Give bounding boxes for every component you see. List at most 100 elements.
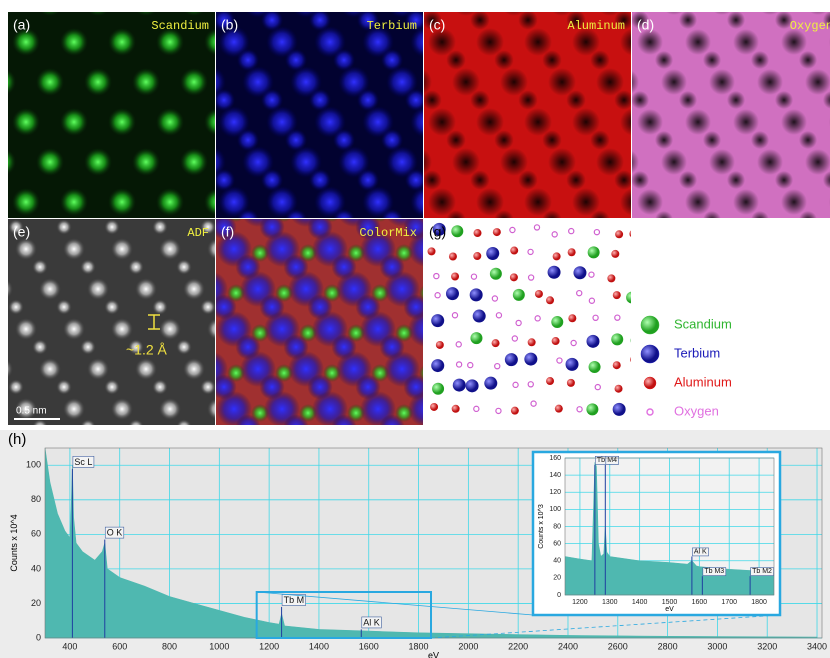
x-tick-label: 1300: [602, 599, 618, 606]
atom: [632, 314, 637, 319]
atom: [548, 266, 561, 279]
blob: [751, 51, 769, 69]
blob: [703, 211, 721, 229]
peak-label: Al K: [363, 617, 380, 627]
blob: [446, 50, 466, 70]
y-tick-label: 100: [26, 460, 41, 470]
blob: [727, 171, 745, 189]
y-tick-label: 60: [553, 540, 561, 547]
atom: [528, 338, 536, 346]
blob: [614, 90, 634, 110]
x-tick-label: 2000: [458, 641, 478, 651]
atom: [551, 316, 563, 328]
blob: [631, 171, 649, 189]
atom: [446, 287, 459, 300]
atom: [566, 358, 579, 371]
blob: [176, 339, 191, 354]
blob: [8, 299, 23, 314]
blob: [757, 149, 783, 175]
panel-label: (g): [429, 224, 446, 240]
y-tick-label: 60: [31, 529, 41, 539]
peak-label: Al K: [694, 548, 707, 555]
blob: [422, 90, 442, 110]
blob: [637, 109, 663, 135]
atom: [613, 361, 621, 369]
blob: [32, 339, 47, 354]
blob: [132, 68, 160, 96]
y-axis-label: Counts x 10^3: [538, 504, 545, 549]
blob: [775, 251, 793, 269]
blob: [685, 29, 711, 55]
y-tick-label: 80: [553, 523, 561, 530]
blob: [823, 251, 830, 269]
legend-marker: [641, 345, 659, 363]
atom: [470, 332, 482, 344]
blob: [644, 228, 672, 256]
atom: [607, 274, 615, 282]
blob: [679, 11, 697, 29]
blob: [542, 50, 562, 70]
blob: [733, 109, 759, 135]
blob: [799, 51, 817, 69]
blob: [662, 250, 682, 270]
blob: [84, 68, 112, 96]
chart-label: (h): [8, 431, 26, 448]
atom: [588, 246, 600, 258]
atom: [511, 407, 519, 415]
x-tick-label: 1500: [662, 599, 678, 606]
atom: [486, 247, 499, 260]
blob: [200, 299, 215, 314]
y-tick-label: 100: [549, 506, 561, 513]
x-axis-label: eV: [665, 606, 674, 613]
atom: [568, 248, 576, 256]
atom: [430, 403, 438, 411]
panel-title: Terbium: [367, 19, 417, 33]
blob: [180, 148, 208, 176]
blob: [159, 398, 181, 420]
atom: [452, 405, 460, 413]
blob: [63, 238, 85, 260]
image-panel: [424, 219, 645, 425]
blob: [63, 398, 85, 420]
blob: [590, 50, 610, 70]
blob: [637, 189, 663, 215]
blob: [631, 251, 649, 269]
blob: [655, 51, 673, 69]
atom: [635, 405, 640, 410]
blob: [104, 219, 119, 234]
blob: [15, 238, 37, 260]
y-tick-label: 160: [549, 455, 561, 462]
blob: [709, 69, 735, 95]
x-tick-label: 1200: [572, 599, 588, 606]
atom: [629, 230, 637, 238]
x-tick-label: 1700: [721, 599, 737, 606]
blob: [135, 358, 157, 380]
atom: [431, 359, 444, 372]
blob: [87, 278, 109, 300]
atom: [613, 403, 626, 416]
atom: [630, 355, 638, 363]
peak-label: Tb M3: [704, 568, 724, 575]
atom: [634, 383, 639, 388]
blob: [84, 148, 112, 176]
blob: [757, 229, 783, 255]
blob: [60, 108, 88, 136]
atom: [492, 339, 500, 347]
atom: [466, 379, 479, 392]
atom: [589, 361, 601, 373]
legend-label: Terbium: [674, 345, 720, 360]
blob: [805, 229, 830, 255]
blob: [56, 379, 71, 394]
y-tick-label: 40: [31, 563, 41, 573]
y-axis-label: Counts x 10^4: [9, 514, 19, 571]
atom: [453, 379, 466, 392]
blob: [156, 108, 184, 136]
panel-title: Aluminum: [567, 19, 625, 33]
blob: [111, 318, 133, 340]
blob: [685, 109, 711, 135]
blob: [542, 130, 562, 150]
x-tick-label: 2800: [658, 641, 678, 651]
atom: [505, 353, 518, 366]
blob: [12, 188, 40, 216]
blob: [685, 189, 711, 215]
